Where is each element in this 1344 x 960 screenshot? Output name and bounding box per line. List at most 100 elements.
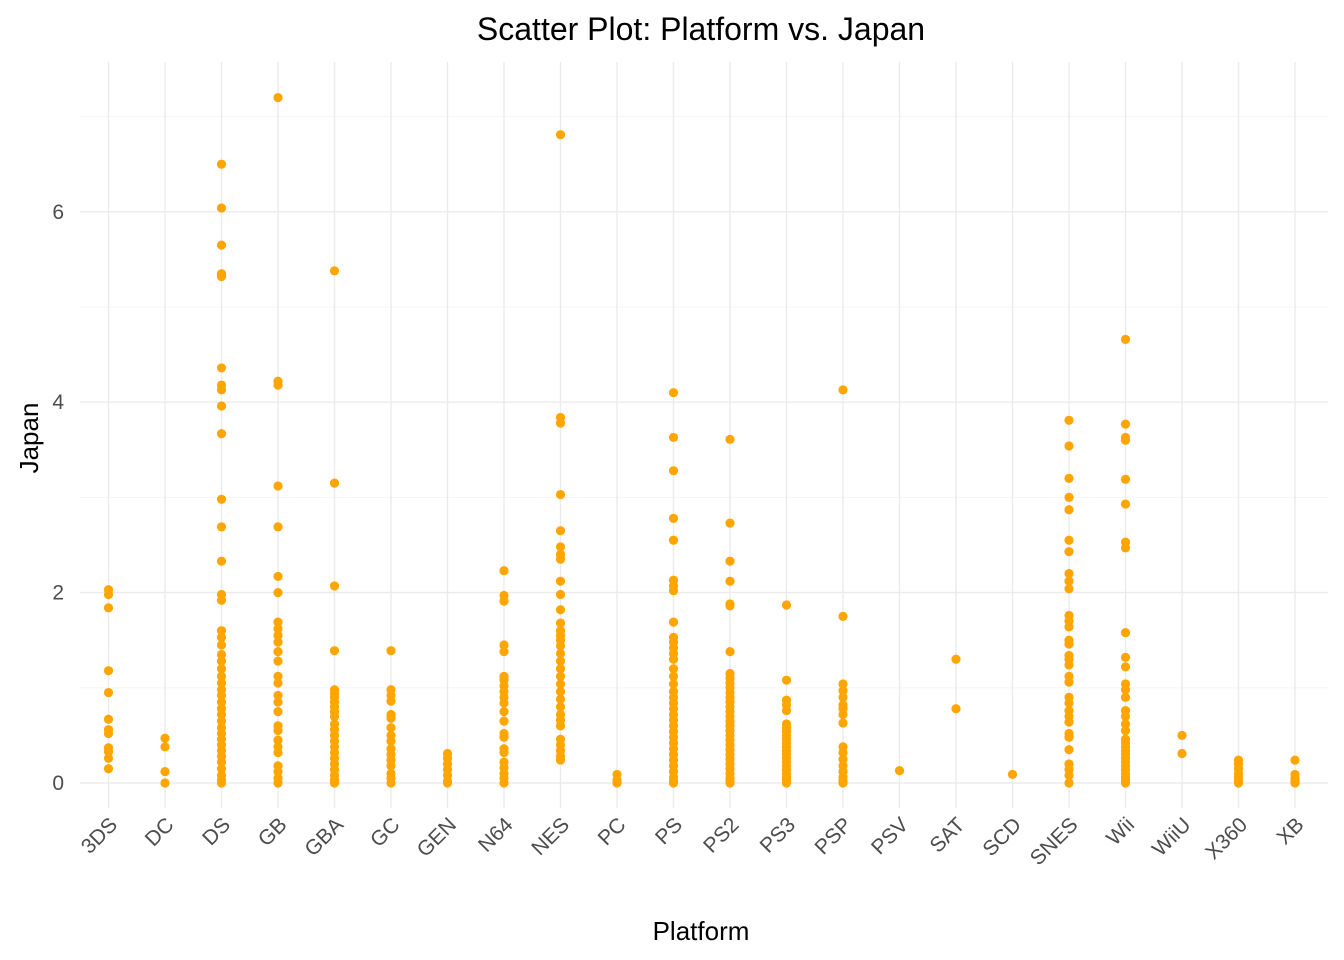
data-point (725, 778, 735, 788)
data-point (216, 626, 227, 636)
data-point (555, 542, 566, 552)
data-point (386, 646, 396, 656)
data-point (1120, 652, 1131, 662)
data-point (499, 640, 509, 650)
data-point (1064, 778, 1074, 788)
data-point (555, 721, 566, 731)
data-point (725, 647, 735, 657)
data-point (1064, 547, 1074, 557)
data-point (273, 726, 283, 736)
data-point (1120, 726, 1131, 736)
data-point (1120, 711, 1131, 721)
data-point (216, 778, 227, 788)
data-point (555, 671, 566, 681)
data-point (838, 718, 848, 728)
data-point (781, 706, 792, 716)
data-point (1120, 499, 1131, 509)
data-point (1064, 492, 1074, 502)
data-point (668, 513, 679, 523)
data-point (329, 778, 340, 788)
data-point (555, 687, 566, 697)
data-point (499, 566, 509, 576)
data-point (216, 556, 227, 566)
data-point (555, 526, 566, 536)
data-point (499, 698, 509, 708)
data-point (1064, 622, 1074, 632)
data-point (273, 624, 283, 634)
data-point (555, 554, 566, 564)
data-point (1120, 435, 1131, 445)
data-point (273, 481, 283, 491)
data-point (103, 753, 114, 763)
data-point (1064, 698, 1074, 708)
data-point (216, 757, 227, 767)
data-point (273, 522, 283, 532)
data-point (216, 401, 227, 411)
data-point (838, 778, 848, 788)
data-point (273, 671, 283, 681)
data-point (1064, 770, 1074, 780)
data-point (386, 736, 396, 746)
data-point (103, 714, 114, 724)
data-point (1064, 745, 1074, 755)
data-point (216, 632, 227, 642)
data-point (216, 494, 227, 504)
data-point (273, 747, 283, 758)
data-point (1064, 568, 1074, 579)
data-point (1177, 748, 1187, 759)
data-point (216, 664, 227, 674)
data-point (838, 709, 848, 720)
data-point (273, 92, 283, 103)
y-tick-label: 6 (52, 201, 64, 224)
data-point (1064, 660, 1074, 670)
y-tick-label: 2 (52, 582, 64, 605)
data-point (1120, 662, 1131, 672)
data-points (103, 92, 1300, 788)
data-point (103, 728, 114, 739)
data-point (1120, 778, 1131, 788)
data-point (1064, 639, 1074, 649)
data-point (555, 605, 566, 615)
data-point (103, 746, 114, 757)
data-point (1064, 505, 1074, 515)
data-point (555, 694, 566, 704)
data-point (103, 666, 114, 676)
data-point (838, 686, 848, 696)
data-point (1290, 755, 1300, 765)
data-point (781, 778, 792, 788)
data-point (555, 418, 566, 428)
data-point (160, 766, 170, 777)
data-point (103, 687, 114, 698)
data-point (216, 697, 227, 707)
data-point (1064, 677, 1074, 687)
data-point (838, 747, 848, 758)
data-point (216, 716, 227, 726)
data-point (216, 678, 227, 688)
data-point (216, 203, 227, 213)
data-point (838, 611, 848, 622)
data-point (273, 678, 283, 688)
data-point (781, 675, 792, 685)
data-point (386, 761, 396, 771)
y-axis-ticks: 0 2 4 6 (52, 201, 64, 795)
data-point (160, 742, 170, 752)
data-point (216, 159, 227, 169)
data-point (273, 647, 283, 657)
data-point (1064, 732, 1074, 742)
data-point (668, 432, 679, 443)
data-point (612, 778, 622, 788)
data-point (668, 679, 679, 689)
data-point (160, 733, 170, 743)
data-point (442, 778, 453, 788)
data-point (160, 778, 170, 788)
data-point (1120, 692, 1131, 702)
data-point (499, 596, 509, 606)
data-point (273, 380, 283, 390)
data-point (386, 696, 396, 706)
data-point (1233, 778, 1244, 788)
chart-title: Scatter Plot: Platform vs. Japan (477, 11, 925, 47)
data-point (1064, 441, 1074, 451)
data-point (216, 649, 227, 660)
data-point (329, 478, 340, 488)
